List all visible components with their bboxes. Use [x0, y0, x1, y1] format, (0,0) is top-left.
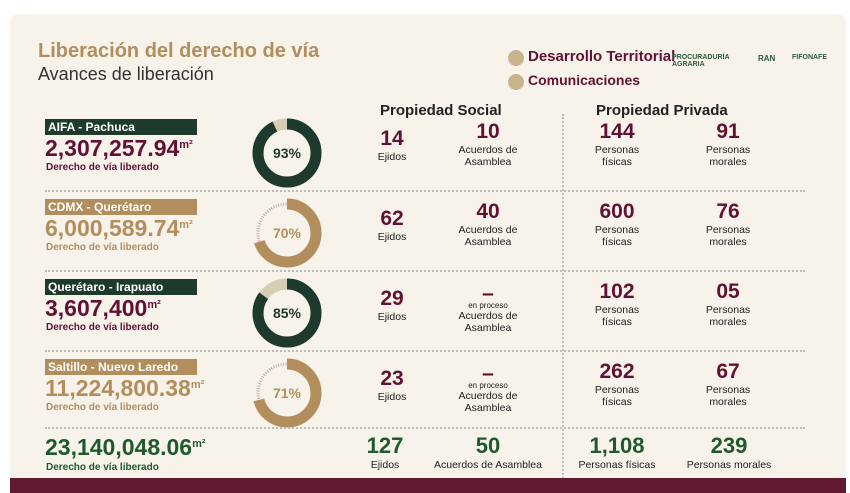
logo-desarrollo: Desarrollo Territorial	[528, 48, 676, 65]
ejidos: 62 Ejidos	[377, 207, 407, 243]
acuerdos: – en proceso Acuerdos de Asamblea	[433, 363, 543, 414]
divider	[45, 270, 805, 272]
route-row: Querétaro - Irapuato 3,607,400m² Derecho…	[10, 275, 846, 355]
percent-label: 85%	[273, 305, 302, 321]
acuerdos: 40 Acuerdos de Asamblea	[433, 200, 543, 248]
progress-donut: 85%	[252, 278, 322, 348]
ejidos: 14 Ejidos	[377, 127, 407, 163]
route-label: Saltillo - Nuevo Laredo	[45, 359, 197, 375]
personas-morales: 05 Personas morales	[705, 280, 751, 328]
ejidos: 23 Ejidos	[377, 367, 407, 403]
personas-fisicas: 102 Personas físicas	[594, 280, 640, 328]
route-row: CDMX - Querétaro 6,000,589.74m² Derecho …	[10, 195, 846, 275]
total-area: 23,140,048.06	[45, 434, 193, 460]
area-value: 11,224,800.38	[45, 375, 191, 401]
logo-comunicaciones: Comunicaciones	[528, 72, 641, 88]
seal-icon	[508, 74, 524, 90]
total-morales: 239	[710, 433, 748, 458]
total-row: 23,140,048.06m² Derecho de vía liberado …	[10, 432, 846, 493]
header-propiedad-social: Propiedad Social	[380, 102, 502, 119]
area-value: 6,000,589.74	[45, 215, 180, 241]
divider	[45, 350, 805, 352]
en-proceso: en proceso	[468, 381, 508, 390]
en-proceso: en proceso	[468, 301, 508, 310]
total-fisicas: 1,108	[589, 433, 645, 458]
total-ejidos: 127	[366, 433, 404, 458]
page-title: Liberación del derecho de vía	[38, 40, 320, 62]
area-value: 3,607,400	[45, 295, 148, 321]
route-row: Saltillo - Nuevo Laredo 11,224,800.38m² …	[10, 355, 846, 435]
donut-fill	[252, 198, 322, 268]
logo-ran: RAN	[758, 54, 776, 63]
acuerdos: 10 Acuerdos de Asamblea	[433, 120, 543, 168]
percent-label: 70%	[273, 225, 302, 241]
progress-donut: 71%	[252, 358, 322, 428]
acuerdos-value: 10	[476, 120, 500, 143]
personas-fisicas: 144 Personas físicas	[594, 120, 640, 168]
route-label: Querétaro - Irapuato	[45, 279, 197, 295]
logo-fifonafe: FIFONAFE	[792, 54, 827, 61]
percent-label: 93%	[273, 145, 302, 161]
route-label: CDMX - Querétaro	[45, 199, 197, 215]
personas-fisicas: 600 Personas físicas	[594, 200, 640, 248]
percent-label: 71%	[273, 385, 302, 401]
footer-band	[10, 478, 846, 493]
divider	[45, 427, 805, 429]
personas-morales: 91 Personas morales	[705, 120, 751, 168]
acuerdos-value: 40	[476, 200, 500, 223]
route-row: AIFA - Pachuca 2,307,257.94m² Derecho de…	[10, 115, 846, 195]
personas-morales: 76 Personas morales	[705, 200, 751, 248]
logos: Desarrollo Territorial Comunicaciones PR…	[500, 36, 830, 90]
seal-icon	[508, 50, 524, 66]
progress-donut: 93%	[252, 118, 322, 188]
vertical-divider	[562, 114, 564, 493]
slide: Liberación del derecho de vía Avances de…	[10, 14, 846, 493]
route-label: AIFA - Pachuca	[45, 119, 197, 135]
acuerdos: – en proceso Acuerdos de Asamblea	[433, 283, 543, 334]
ejidos: 29 Ejidos	[377, 287, 407, 323]
personas-morales: 67 Personas morales	[705, 360, 751, 408]
total-dvl: Derecho de vía liberado	[46, 462, 159, 473]
total-acuerdos: 50	[475, 433, 501, 458]
donut-fill	[252, 278, 322, 348]
header-propiedad-privada: Propiedad Privada	[596, 102, 728, 119]
area-value: 2,307,257.94	[45, 135, 180, 161]
logo-procuraduria: PROCURADURÍA AGRARIA	[672, 54, 730, 68]
divider	[45, 190, 805, 192]
personas-fisicas: 262 Personas físicas	[594, 360, 640, 408]
donut-fill	[252, 358, 322, 428]
progress-donut: 70%	[252, 198, 322, 268]
page-subtitle: Avances de liberación	[38, 64, 214, 84]
donut-fill	[252, 118, 322, 188]
